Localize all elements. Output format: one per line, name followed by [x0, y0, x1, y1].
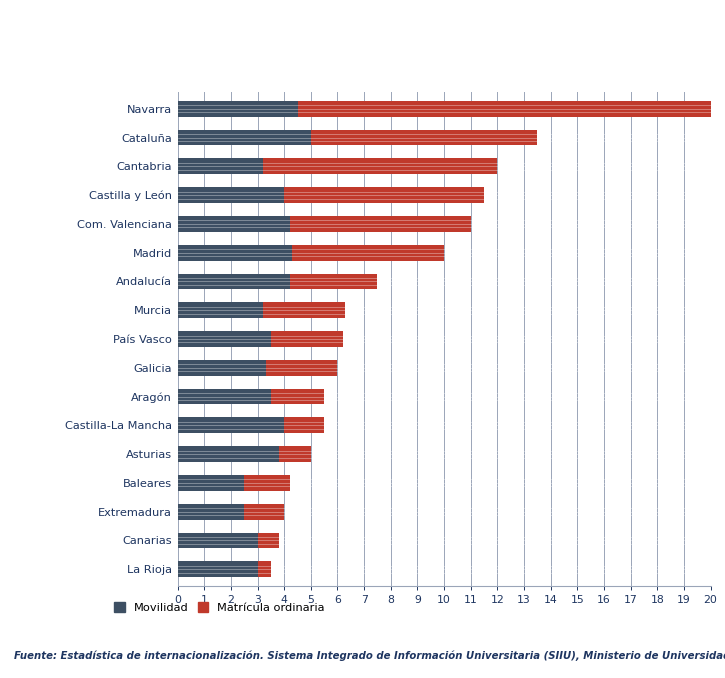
Bar	[178, 129, 311, 146]
Bar	[292, 245, 444, 260]
Bar	[178, 446, 279, 462]
Bar	[178, 388, 271, 405]
Bar	[297, 101, 710, 117]
Bar	[289, 273, 378, 290]
Bar	[279, 446, 311, 462]
Bar	[178, 101, 297, 117]
Bar	[257, 561, 271, 577]
Text: Gráfico 20. Estudiantes internacionales en el sistema presencial universitario e: Gráfico 20. Estudiantes internacionales …	[9, 22, 681, 33]
Bar	[257, 532, 279, 549]
Bar	[178, 216, 289, 232]
Bar	[178, 418, 284, 433]
Bar	[178, 532, 257, 549]
Bar	[244, 475, 289, 491]
Bar	[284, 187, 484, 203]
Bar	[289, 216, 471, 232]
Text: autónomas, curso 2018-2019 (% total estudiantes): autónomas, curso 2018-2019 (% total estu…	[9, 54, 336, 64]
Bar	[178, 360, 265, 376]
Bar	[178, 504, 244, 519]
Bar	[178, 273, 289, 290]
Bar	[178, 245, 292, 260]
Bar	[178, 475, 244, 491]
Bar	[178, 187, 284, 203]
Bar	[244, 504, 284, 519]
Text: Fuente: Estadística de internacionalización. Sistema Integrado de Información Un: Fuente: Estadística de internacionalizac…	[14, 651, 725, 661]
Bar	[178, 302, 263, 318]
Bar	[271, 331, 343, 347]
Bar	[265, 360, 337, 376]
Legend: Movilidad, Matrícula ordinaria: Movilidad, Matrícula ordinaria	[115, 602, 325, 613]
Bar	[263, 302, 346, 318]
Bar	[178, 159, 263, 174]
Bar	[178, 331, 271, 347]
Bar	[271, 388, 324, 405]
Bar	[178, 561, 257, 577]
Bar	[311, 129, 537, 146]
Bar	[284, 418, 324, 433]
Bar	[263, 159, 497, 174]
